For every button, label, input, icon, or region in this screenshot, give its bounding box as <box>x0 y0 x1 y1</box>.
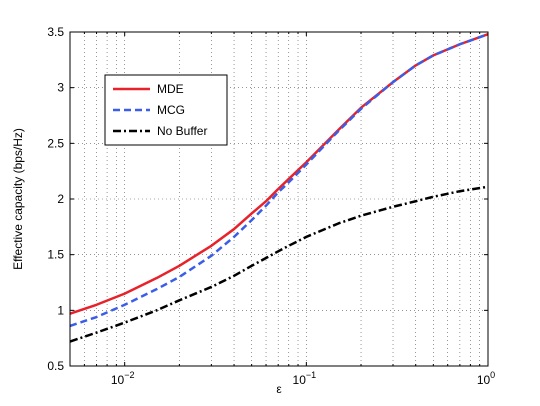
x-tick-base: 10 <box>293 373 307 387</box>
x-tick-base: 10 <box>477 373 491 387</box>
series-line-mde <box>69 33 489 315</box>
y-tick-label: 3.5 <box>47 25 64 39</box>
y-axis-title: Effective capacity (bps/Hz) <box>11 128 25 270</box>
y-tick-label: 0.5 <box>47 359 64 373</box>
ticks: 0.511.522.533.510−2 10−1 100 <box>47 25 495 387</box>
x-tick-exponent: −1 <box>306 370 316 380</box>
x-axis-title: ε <box>276 382 282 396</box>
legend-label: MDE <box>157 82 184 96</box>
series-line-mcg <box>69 33 489 328</box>
y-tick-label: 1 <box>57 303 64 317</box>
x-tick-exponent: 0 <box>490 370 495 380</box>
y-tick-label: 1.5 <box>47 248 64 262</box>
x-tick-base: 10 <box>111 373 125 387</box>
legend: MDE MCG No Buffer <box>104 74 228 146</box>
x-tick-exponent: −2 <box>124 370 134 380</box>
series-group <box>69 33 489 343</box>
x-tick-label: 100 <box>477 370 495 387</box>
y-tick-label: 2.5 <box>47 136 64 150</box>
series-line-no-buffer <box>69 185 489 343</box>
x-tick-label: 10−2 <box>111 370 135 387</box>
x-tick-label: 10−1 <box>293 370 317 387</box>
y-tick-label: 3 <box>57 81 64 95</box>
legend-label: MCG <box>157 103 185 117</box>
legend-label: No Buffer <box>157 124 207 138</box>
grid <box>70 32 488 366</box>
y-tick-label: 2 <box>57 192 64 206</box>
